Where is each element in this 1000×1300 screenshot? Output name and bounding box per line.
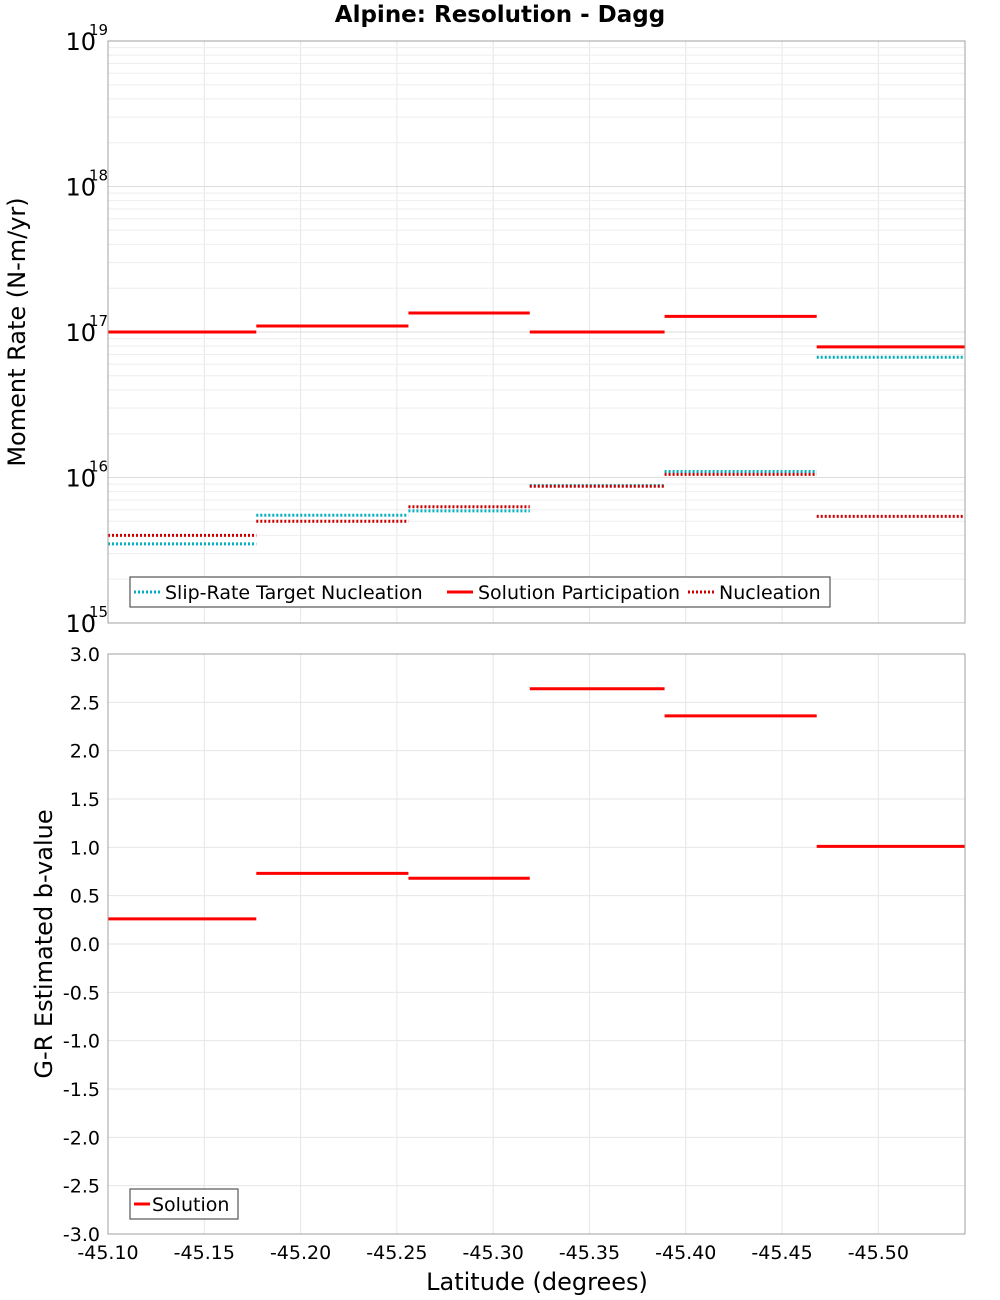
bottom-y-tick-label: 0.0	[70, 934, 100, 956]
bottom-y-tick-label: 1.5	[70, 789, 100, 811]
top-y-tick-label: 10	[65, 28, 96, 56]
top-y-tick-exponent: 17	[89, 312, 108, 330]
bottom-y-tick-label: 1.0	[70, 837, 100, 859]
x-tick-labels: -45.10 -45.15 -45.20 -45.25 -45.30 -45.35 -45.…	[77, 1242, 909, 1264]
bottom-y-tick-label: -2.5	[63, 1176, 100, 1198]
bottom-y-tick-label: -3.0	[63, 1224, 100, 1246]
top-y-tick-exponent: 15	[89, 603, 108, 621]
bottom-plot-frame	[107, 653, 966, 1235]
top-y-tick-label: 10	[65, 465, 96, 493]
top-y-tick-exponent: 16	[89, 458, 108, 476]
top-y-axis-label: Moment Rate (N-m/yr)	[3, 197, 31, 466]
legend-label: Nucleation	[719, 582, 821, 604]
top-y-tick-exponent: 19	[89, 21, 108, 39]
chart-title: Alpine: Resolution - Dagg	[335, 2, 665, 28]
bottom-legend[interactable]: Solution	[129, 1188, 239, 1220]
x-tick-label: -45.30	[463, 1242, 524, 1264]
bottom-y-tick-label: 3.0	[70, 644, 100, 666]
bottom-y-tick-label: -1.0	[63, 1031, 100, 1053]
legend-label: Solution Participation	[478, 582, 680, 604]
top-y-tick-label: 10	[65, 174, 96, 202]
x-tick-label: -45.25	[366, 1242, 427, 1264]
top-y-tick-exponent: 18	[89, 167, 108, 185]
top-y-tick-label: 10	[65, 610, 96, 638]
x-tick-label: -45.40	[655, 1242, 716, 1264]
x-tick-label: -45.20	[270, 1242, 331, 1264]
b-value-panel: 3.0 2.5 2.0 1.5 1.0 0.5 0.0 -0.5 -1.0 -1.5 -2.0 -2.…	[30, 644, 966, 1296]
x-tick-label: -45.50	[848, 1242, 909, 1264]
bottom-y-tick-label: -1.5	[63, 1079, 100, 1101]
bottom-y-axis-label: G-R Estimated b-value	[30, 809, 58, 1078]
top-series-marks	[108, 311, 965, 546]
bottom-y-tick-label: 2.0	[70, 741, 100, 763]
top-legend[interactable]: Slip-Rate Target Nucleation Solution Part…	[129, 576, 831, 608]
legend-label: Slip-Rate Target Nucleation	[165, 582, 423, 604]
top-plot-frame	[107, 40, 966, 624]
bottom-series-marks	[108, 687, 965, 921]
x-tick-label: -45.35	[559, 1242, 620, 1264]
bottom-y-tick-labels: 3.0 2.5 2.0 1.5 1.0 0.5 0.0 -0.5 -1.0 -1.5 -2.0 -2.…	[63, 644, 100, 1246]
x-axis-label: Latitude (degrees)	[426, 1268, 648, 1296]
bottom-y-tick-label: 2.5	[70, 692, 100, 714]
x-tick-label: -45.10	[77, 1242, 138, 1264]
bottom-y-tick-label: 0.5	[70, 886, 100, 908]
bottom-y-tick-label: -0.5	[63, 982, 100, 1004]
x-tick-label: -45.45	[751, 1242, 812, 1264]
x-tick-label: -45.15	[174, 1242, 235, 1264]
bottom-y-tick-label: -2.0	[63, 1127, 100, 1149]
top-y-tick-label: 10	[65, 319, 96, 347]
legend-label: Solution	[152, 1194, 229, 1216]
